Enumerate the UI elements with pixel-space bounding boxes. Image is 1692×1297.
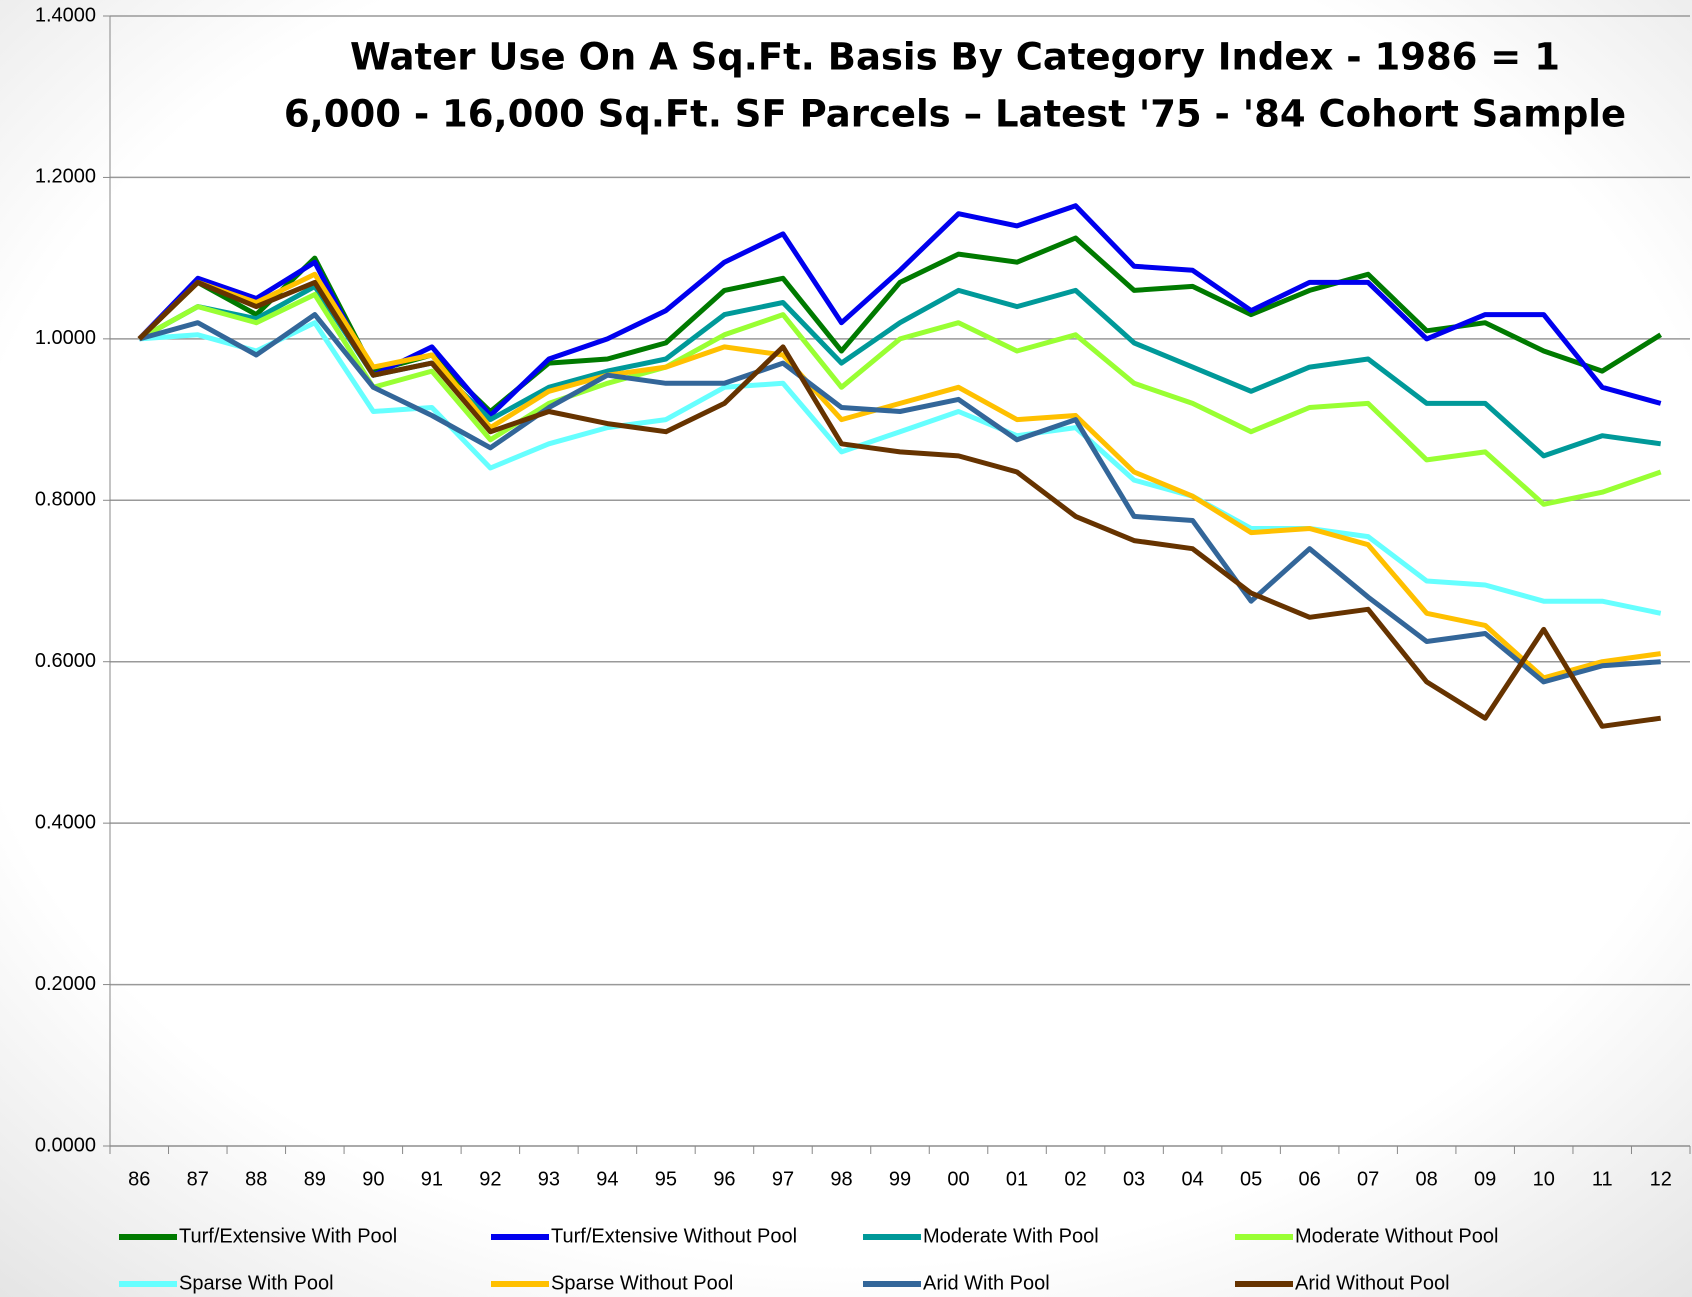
legend-label: Moderate With Pool bbox=[923, 1225, 1099, 1247]
x-tick-label: 96 bbox=[713, 1168, 735, 1190]
legend-label: Moderate Without Pool bbox=[1295, 1225, 1498, 1247]
x-tick-label: 99 bbox=[889, 1168, 911, 1190]
x-tick-label: 04 bbox=[1181, 1168, 1203, 1190]
x-tick-label: 90 bbox=[362, 1168, 384, 1190]
y-tick-label: 0.4000 bbox=[35, 811, 96, 833]
x-tick-label: 98 bbox=[830, 1168, 852, 1190]
legend-label: Sparse With Pool bbox=[179, 1272, 334, 1294]
x-tick-label: 88 bbox=[245, 1168, 267, 1190]
legend-label: Arid Without Pool bbox=[1295, 1272, 1450, 1294]
x-tick-label: 02 bbox=[1064, 1168, 1086, 1190]
y-tick-label: 0.8000 bbox=[35, 489, 96, 511]
series-line bbox=[137, 203, 1662, 418]
y-tick-label: 0.2000 bbox=[35, 973, 96, 995]
x-tick-label: 08 bbox=[1416, 1168, 1438, 1190]
y-tick-label: 0.0000 bbox=[35, 1134, 96, 1156]
y-tick-label: 1.0000 bbox=[35, 327, 96, 349]
x-tick-label: 91 bbox=[421, 1168, 443, 1190]
series-line bbox=[137, 271, 1662, 681]
legend-label: Turf/Extensive Without Pool bbox=[551, 1225, 797, 1247]
x-tick-label: 94 bbox=[596, 1168, 618, 1190]
x-tick-label: 09 bbox=[1474, 1168, 1496, 1190]
x-tick-label: 01 bbox=[1006, 1168, 1028, 1190]
x-tick-label: 10 bbox=[1533, 1168, 1555, 1190]
legend-label: Turf/Extensive With Pool bbox=[179, 1225, 397, 1247]
x-tick-label: 93 bbox=[538, 1168, 560, 1190]
x-tick-label: 12 bbox=[1650, 1168, 1672, 1190]
y-tick-label: 0.6000 bbox=[35, 650, 96, 672]
series-line bbox=[138, 292, 1662, 507]
x-tick-label: 86 bbox=[128, 1168, 150, 1190]
x-tick-label: 03 bbox=[1123, 1168, 1145, 1190]
x-tick-label: 00 bbox=[947, 1168, 969, 1190]
x-tick-label: 06 bbox=[1299, 1168, 1321, 1190]
y-tick-label: 1.4000 bbox=[35, 4, 96, 26]
series-line bbox=[137, 279, 1662, 729]
x-tick-label: 95 bbox=[655, 1168, 677, 1190]
legend-label: Arid With Pool bbox=[923, 1272, 1050, 1294]
x-tick-label: 11 bbox=[1592, 1168, 1613, 1190]
chart-title: Water Use On A Sq.Ft. Basis By Category … bbox=[350, 36, 1560, 79]
x-tick-label: 07 bbox=[1357, 1168, 1379, 1190]
series-line bbox=[138, 312, 1661, 685]
x-tick-label: 92 bbox=[479, 1168, 501, 1190]
y-tick-label: 1.2000 bbox=[35, 166, 96, 188]
x-tick-label: 05 bbox=[1240, 1168, 1262, 1190]
x-tick-label: 89 bbox=[304, 1168, 326, 1190]
x-tick-label: 97 bbox=[772, 1168, 794, 1190]
x-tick-label: 87 bbox=[187, 1168, 209, 1190]
legend-label: Sparse Without Pool bbox=[551, 1272, 733, 1294]
series-line bbox=[139, 320, 1662, 616]
chart-title: 6,000 - 16,000 Sq.Ft. SF Parcels – Lates… bbox=[284, 93, 1626, 136]
